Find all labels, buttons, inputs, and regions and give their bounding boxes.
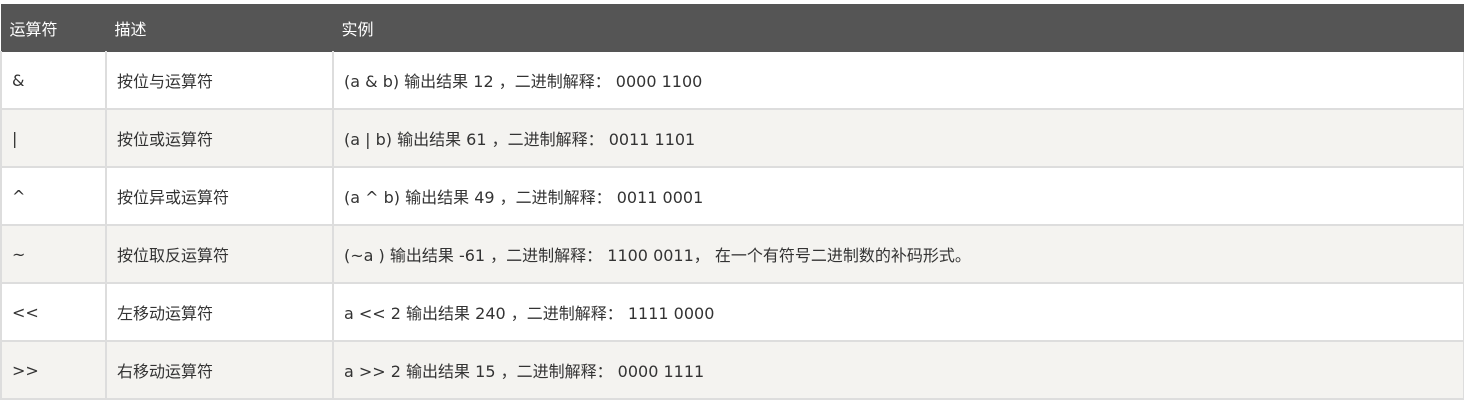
table-row: << 左移动运算符 a << 2 输出结果 240 ，二进制解释： 1111 0… — [0, 282, 1464, 342]
header-row: 运算符 描述 实例 — [0, 4, 1464, 52]
cell-example: (a | b) 输出结果 61 ，二进制解释： 0011 1101 — [332, 108, 1464, 168]
table-row: ^ 按位异或运算符 (a ^ b) 输出结果 49 ，二进制解释： 0011 0… — [0, 166, 1464, 226]
table-row: & 按位与运算符 (a & b) 输出结果 12 ，二进制解释： 0000 11… — [0, 51, 1464, 110]
header-example: 实例 — [332, 4, 1464, 52]
cell-operator: | — [0, 108, 107, 168]
cell-description: 左移动运算符 — [105, 282, 334, 342]
cell-example: (~a ) 输出结果 -61 ，二进制解释： 1100 0011， 在一个有符号… — [332, 224, 1464, 284]
table-row: >> 右移动运算符 a >> 2 输出结果 15 ，二进制解释： 0000 11… — [0, 340, 1464, 400]
cell-operator: << — [0, 282, 107, 342]
cell-operator: ~ — [0, 224, 107, 284]
table-row: | 按位或运算符 (a | b) 输出结果 61 ，二进制解释： 0011 11… — [0, 108, 1464, 168]
cell-description: 按位异或运算符 — [105, 166, 334, 226]
cell-description: 按位或运算符 — [105, 108, 334, 168]
cell-operator: & — [0, 51, 107, 110]
cell-description: 右移动运算符 — [105, 340, 334, 400]
cell-example: (a & b) 输出结果 12 ，二进制解释： 0000 1100 — [332, 51, 1464, 110]
operators-table: 运算符 描述 实例 & 按位与运算符 (a & b) 输出结果 12 ，二进制解… — [0, 4, 1464, 400]
cell-description: 按位与运算符 — [105, 51, 334, 110]
header-operator: 运算符 — [0, 4, 107, 52]
header-description: 描述 — [105, 4, 334, 52]
cell-example: a << 2 输出结果 240 ，二进制解释： 1111 0000 — [332, 282, 1464, 342]
cell-example: a >> 2 输出结果 15 ，二进制解释： 0000 1111 — [332, 340, 1464, 400]
cell-example: (a ^ b) 输出结果 49 ，二进制解释： 0011 0001 — [332, 166, 1464, 226]
table-row: ~ 按位取反运算符 (~a ) 输出结果 -61 ，二进制解释： 1100 00… — [0, 224, 1464, 284]
cell-operator: >> — [0, 340, 107, 400]
cell-operator: ^ — [0, 166, 107, 226]
cell-description: 按位取反运算符 — [105, 224, 334, 284]
